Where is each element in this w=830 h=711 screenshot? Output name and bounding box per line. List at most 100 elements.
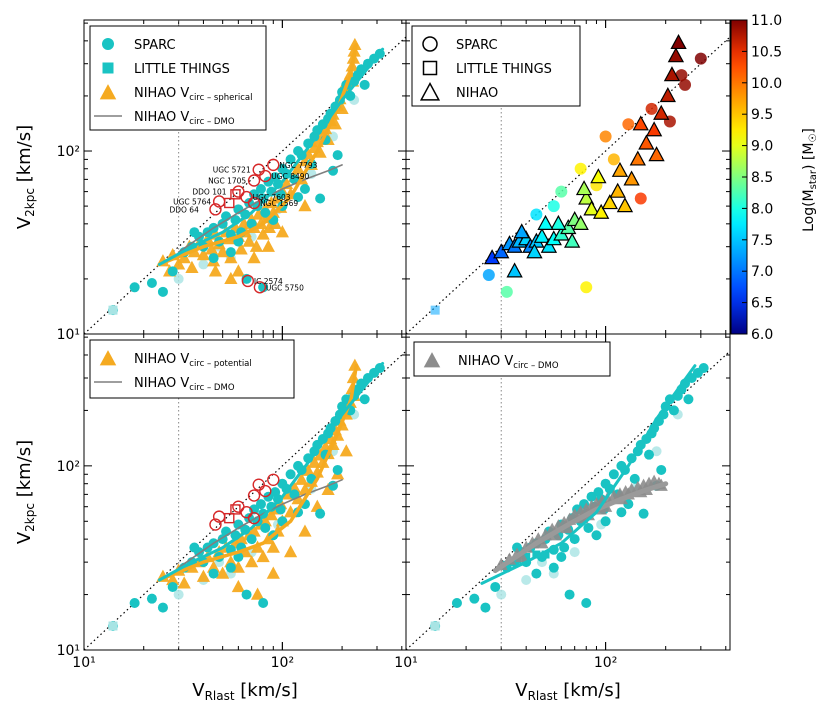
- nihao-fit-line: [157, 43, 359, 267]
- y-axis-label-top-sub: 2kpc: [23, 188, 37, 217]
- legend-square-marker: [102, 62, 114, 74]
- sparc-point: [469, 593, 480, 604]
- highlight-circle: [267, 158, 280, 172]
- highlight-square: [224, 197, 235, 209]
- sparc-colored-point: [675, 69, 688, 82]
- little-things-point: [108, 305, 118, 315]
- nihao-spherical-point: [247, 250, 261, 264]
- colorbar-label-part: star: [808, 169, 819, 189]
- nihao-potential-point: [234, 532, 248, 545]
- nihao-spherical-point: [252, 207, 266, 220]
- x-axis-label-left: VRlast [km/s]: [192, 680, 297, 703]
- nihao-spherical-point: [208, 264, 223, 277]
- x-tick-label: 10¹: [72, 655, 95, 671]
- colorbar-tick-label: 6.0: [751, 327, 773, 343]
- nihao-spherical-point: [231, 264, 245, 277]
- sparc-point: [146, 277, 157, 288]
- nihao-colored-point: [540, 237, 558, 253]
- sparc-point: [644, 449, 655, 460]
- y-axis-label-bottom-sub: 2kpc: [23, 503, 37, 532]
- highlight-circle: [247, 196, 261, 210]
- axis-ticks: [405, 334, 730, 651]
- nihao-spherical-point: [335, 101, 349, 114]
- y-axis-label-bottom: V2kpc [km/s]: [14, 440, 37, 544]
- legend-frame: [413, 341, 611, 377]
- sparc-point: [258, 597, 269, 608]
- nihao-colored-point: [638, 134, 655, 150]
- nihao-potential-point: [250, 587, 265, 600]
- colorbar-tick-label: 9.5: [751, 107, 773, 123]
- legend-label-sub: circ – DMO: [189, 117, 235, 127]
- x-axis-label-left-sub: Rlast: [205, 689, 235, 703]
- sparc-point: [246, 534, 257, 545]
- sparc-point: [480, 602, 491, 613]
- nihao-colored-point: [493, 243, 510, 259]
- sparc-point: [241, 589, 252, 600]
- nihao-colored-point: [550, 214, 567, 230]
- dmo-fit-line: [492, 481, 669, 574]
- sparc-colored-point: [547, 200, 560, 213]
- sparc-point: [260, 522, 271, 533]
- dmo-curve: [177, 164, 343, 253]
- y-axis-label-bottom-unit: [km/s]: [14, 440, 35, 503]
- nihao-colored-point: [653, 104, 670, 120]
- legend-circle-marker: [102, 38, 114, 50]
- highlight-circle: [241, 274, 255, 288]
- galaxy-annotation: UGC 8490: [271, 172, 309, 181]
- axis-ticks: [405, 20, 730, 335]
- colorbar-tick-label: 10.0: [751, 76, 782, 92]
- panel-bottom-right: NIHAO Vcirc – DMO: [405, 333, 731, 651]
- highlight-circle: [209, 203, 222, 216]
- nihao-colored-point: [564, 232, 581, 248]
- colorbar-tick-label: 7.0: [751, 264, 773, 280]
- highlight-circle: [240, 190, 253, 204]
- sparc-colored-point: [622, 118, 635, 131]
- dmo-curve: [177, 479, 343, 569]
- highlight-circle: [209, 518, 222, 531]
- x-axis-label-right-sub: Rlast: [528, 689, 558, 703]
- sparc-point: [656, 464, 667, 475]
- nihao-potential-point: [216, 566, 230, 579]
- sparc-point: [332, 150, 343, 161]
- nihao-spherical-point: [216, 245, 230, 258]
- colorbar-tick-label: 6.5: [751, 296, 773, 312]
- sparc-fit-line: [157, 47, 385, 266]
- highlight-circle: [240, 506, 253, 519]
- little-things-colored-point: [430, 305, 440, 315]
- galaxy-annotation: NGC 1569: [260, 199, 298, 208]
- nihao-spherical-point: [264, 195, 278, 209]
- nihao-colored-point: [590, 168, 607, 184]
- y-tick-label: 10²: [57, 144, 80, 160]
- y-axis-label-top-base: V: [14, 216, 35, 229]
- nihao-spherical-point: [249, 239, 264, 252]
- galaxy-annotation: UGC 7603: [253, 193, 291, 202]
- galaxy-annotation: DDO 101: [192, 188, 226, 197]
- sparc-point: [255, 499, 266, 510]
- sparc-point: [608, 469, 619, 480]
- sparc-point: [129, 597, 140, 608]
- nihao-colored-point: [533, 227, 551, 243]
- sparc-point: [315, 193, 326, 204]
- nihao-colored-point: [578, 189, 595, 205]
- nihao-potential-point: [266, 540, 280, 553]
- little-things-point: [532, 550, 541, 559]
- x-axis-label-left-unit: [km/s]: [235, 680, 298, 701]
- sparc-point: [255, 184, 266, 195]
- nihao-colored-point: [583, 200, 600, 216]
- legend: NIHAO Vcirc – DMO: [413, 341, 611, 377]
- nihao-colored-point: [648, 146, 665, 162]
- nihao-colored-point: [663, 66, 681, 82]
- legend-square-open-marker: [422, 60, 438, 76]
- nihao-potential-point: [177, 576, 191, 589]
- sparc-point: [359, 79, 370, 90]
- nihao-spherical-point: [256, 227, 270, 240]
- sparc-point: [285, 154, 296, 165]
- sparc-point: [698, 362, 709, 373]
- nihao-potential-point: [247, 524, 261, 537]
- sparc-point: [129, 282, 140, 293]
- x-tick-label: 10²: [271, 655, 294, 671]
- legend-label: NIHAO: [456, 86, 498, 101]
- nihao-spherical-point: [172, 257, 186, 270]
- little-things-point: [541, 550, 550, 559]
